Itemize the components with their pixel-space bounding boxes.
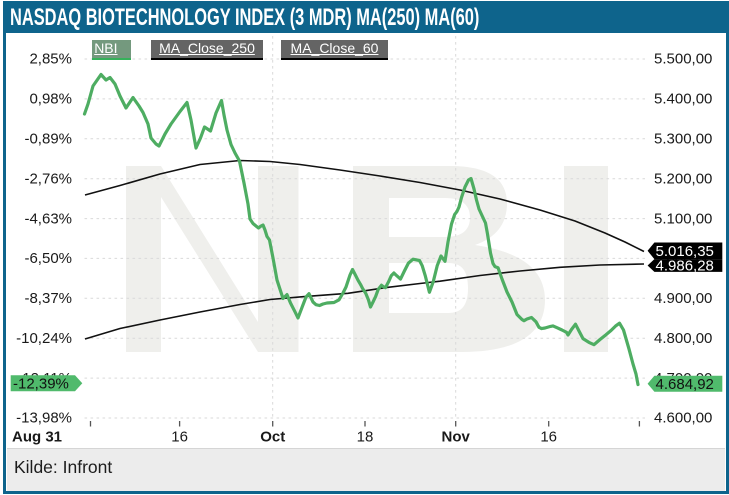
svg-text:5.200,00: 5.200,00	[654, 170, 712, 187]
svg-text:Aug 31: Aug 31	[12, 429, 62, 446]
svg-text:4.684,92: 4.684,92	[656, 376, 714, 393]
svg-text:5.400,00: 5.400,00	[654, 91, 712, 108]
svg-text:4.900,00: 4.900,00	[654, 290, 712, 307]
svg-text:5.016,35: 5.016,35	[656, 243, 714, 260]
svg-text:4.986,28: 4.986,28	[656, 258, 714, 275]
svg-text:-10,24%: -10,24%	[16, 330, 72, 347]
svg-text:-4,63%: -4,63%	[24, 210, 72, 227]
svg-text:-2,76%: -2,76%	[24, 170, 72, 187]
svg-text:5.100,00: 5.100,00	[654, 210, 712, 227]
svg-text:-13,98%: -13,98%	[16, 410, 72, 427]
svg-text:Oct: Oct	[260, 429, 285, 446]
svg-text:5.300,00: 5.300,00	[654, 131, 712, 148]
svg-text:-8,37%: -8,37%	[24, 290, 72, 307]
svg-text:18: 18	[357, 429, 374, 446]
svg-text:-6,50%: -6,50%	[24, 250, 72, 267]
svg-text:5.500,00: 5.500,00	[654, 51, 712, 68]
svg-text:-0,89%: -0,89%	[24, 131, 72, 148]
svg-text:-12,39%: -12,39%	[13, 376, 69, 393]
svg-text:4.800,00: 4.800,00	[654, 330, 712, 347]
svg-text:2,85%: 2,85%	[29, 51, 72, 68]
svg-text:16: 16	[171, 429, 188, 446]
svg-text:0,98%: 0,98%	[29, 91, 72, 108]
svg-text:4.600,00: 4.600,00	[654, 410, 712, 427]
svg-text:16: 16	[540, 429, 557, 446]
svg-text:Nov: Nov	[442, 429, 471, 446]
